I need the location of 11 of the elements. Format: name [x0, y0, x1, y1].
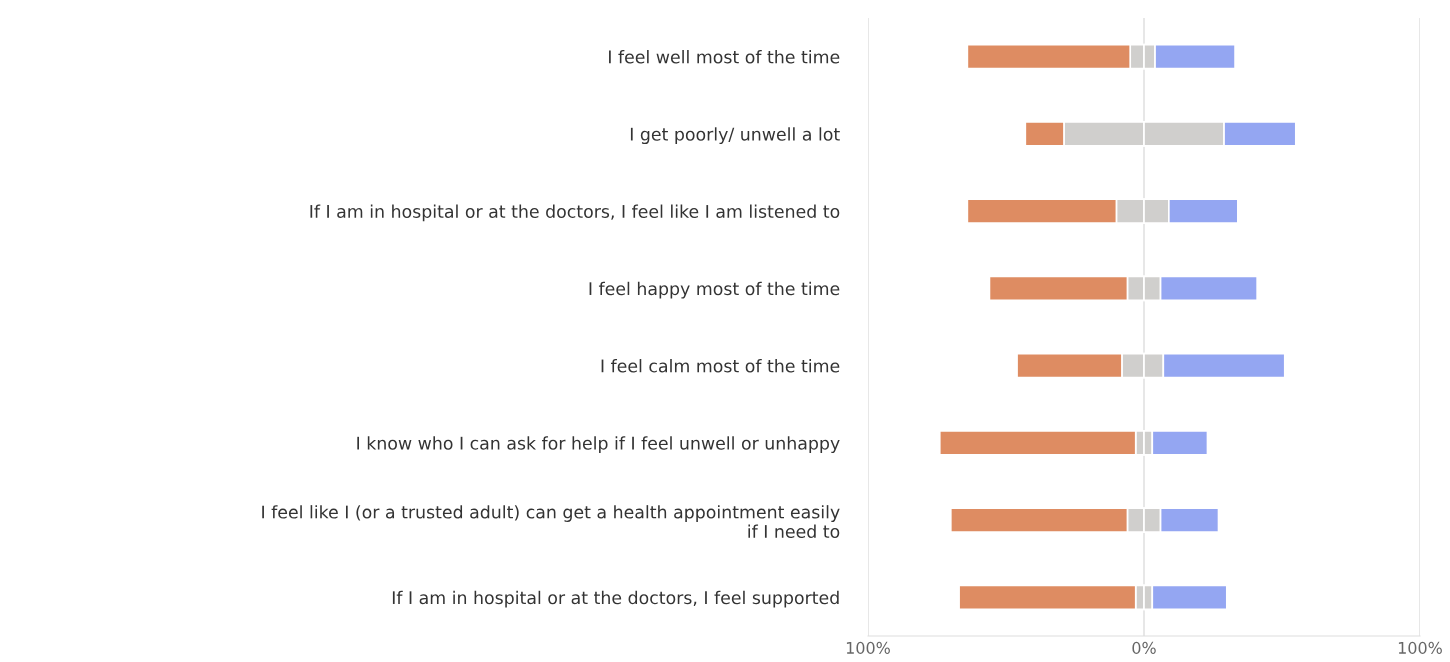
y-tick-label: I feel happy most of the time	[589, 281, 840, 299]
y-tick-label: I feel calm most of the time	[601, 359, 840, 373]
x-tick-label: 100%	[846, 641, 890, 654]
y-tick-label: If I am in hospital or at the doctors, I feel supported	[392, 590, 839, 608]
y-tick-label: I know who I can ask for help if I feel unwell or unhappy	[357, 436, 840, 454]
x-tick-label: 100%	[1398, 641, 1442, 654]
y-tick-label: I feel well most of the time	[609, 50, 840, 64]
x-tick-label: 0%	[1132, 641, 1156, 654]
y-tick-label: I feel like I (or a trusted adult) can get a health appointment easily if I need to	[262, 505, 840, 539]
y-tick-label: If I am in hospital or at the doctors, I feel like I am listened to	[310, 204, 840, 222]
y-tick-label: I get poorly/ unwell a lot	[630, 127, 840, 145]
